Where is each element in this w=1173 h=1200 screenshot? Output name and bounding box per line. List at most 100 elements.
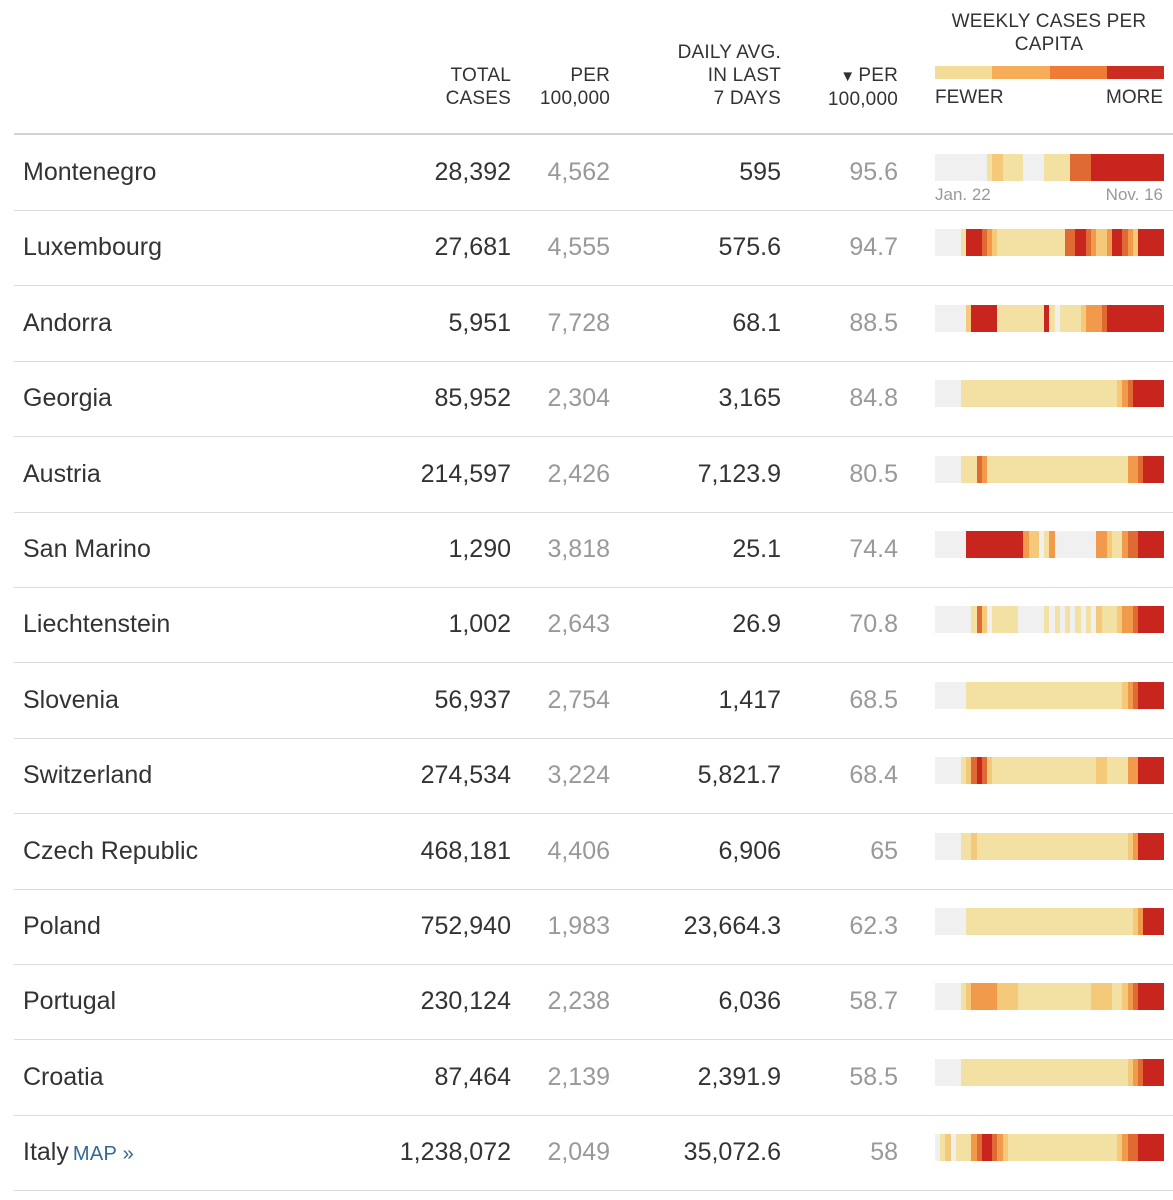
- week-bar: [955, 229, 962, 257]
- week-bar: [1059, 606, 1066, 634]
- week-bar: [1106, 229, 1112, 257]
- week-bar: [1080, 229, 1086, 257]
- header-divider: [14, 133, 1173, 135]
- header-per2-line2: 100,000: [827, 89, 898, 110]
- week-bar: [1065, 1134, 1071, 1162]
- daily-avg-value: 2,391.9: [697, 1062, 781, 1091]
- header-daily-line2: IN LAST: [707, 65, 781, 86]
- week-bar: [1101, 1058, 1107, 1086]
- week-bar: [1059, 681, 1066, 709]
- week-bar: [1070, 606, 1076, 634]
- week-bar: [1080, 531, 1086, 558]
- week-bar: [997, 983, 1003, 1011]
- week-bar: [966, 455, 972, 483]
- total-cases-value: 1,290: [448, 535, 511, 563]
- week-bar: [1117, 455, 1123, 483]
- weekly-cases-sparkline: [935, 908, 1164, 935]
- week-bar: [1148, 757, 1154, 785]
- week-bar: [1101, 154, 1107, 181]
- week-bar: [997, 908, 1003, 935]
- week-bar: [1143, 832, 1149, 860]
- week-bar: [1132, 606, 1138, 634]
- week-bar: [950, 606, 956, 634]
- week-bar: [1070, 983, 1076, 1011]
- daily-per-100k-value: 95.6: [849, 158, 898, 186]
- week-bar: [1080, 983, 1086, 1011]
- week-bar: [1039, 983, 1045, 1011]
- week-bar: [1059, 455, 1066, 483]
- week-bar: [1122, 1058, 1128, 1086]
- week-bar: [1028, 154, 1034, 181]
- week-bar: [997, 380, 1003, 408]
- week-bar: [950, 1058, 956, 1086]
- week-bar: [1096, 832, 1102, 860]
- week-bar: [1122, 908, 1128, 935]
- country-name: Slovenia: [23, 663, 119, 738]
- week-bar: [950, 832, 956, 860]
- per-100k-value: 2,238: [547, 987, 610, 1016]
- week-bar: [1044, 229, 1050, 257]
- week-bar: [966, 681, 972, 709]
- week-bar: [1033, 757, 1040, 785]
- legend-fewer-label: FEWER: [935, 87, 1004, 108]
- week-bar: [1091, 1134, 1097, 1162]
- weekly-cases-sparkline: [935, 1058, 1164, 1086]
- week-bar: [1085, 304, 1092, 332]
- total-cases-value: 214,597: [420, 459, 511, 488]
- week-bar: [1065, 154, 1071, 181]
- daily-avg-value: 1,417: [718, 685, 781, 714]
- daily-per-100k-value: 88.5: [849, 308, 898, 337]
- week-bar: [961, 1134, 967, 1162]
- week-bar: [1044, 380, 1050, 408]
- week-bar: [1101, 531, 1107, 558]
- week-bar: [1122, 681, 1128, 709]
- week-bar: [1106, 455, 1112, 483]
- country-name: Montenegro: [23, 135, 156, 210]
- week-bar: [940, 983, 946, 1011]
- week-bar: [940, 304, 946, 332]
- week-bar: [1137, 757, 1144, 785]
- week-bar: [961, 1058, 967, 1086]
- week-bar: [1065, 531, 1071, 558]
- week-bar: [1132, 455, 1138, 483]
- week-bar: [1096, 455, 1102, 483]
- week-bar: [1096, 681, 1102, 709]
- week-bar: [976, 908, 982, 935]
- week-bar: [971, 908, 977, 935]
- week-bar: [971, 681, 977, 709]
- week-bar: [1085, 229, 1092, 257]
- header-daily-line3: 7 DAYS: [713, 88, 781, 109]
- week-bar: [1039, 757, 1045, 785]
- week-bar: [971, 380, 977, 408]
- week-bar: [1075, 983, 1081, 1011]
- week-bar: [1049, 606, 1055, 634]
- per-100k-value: 2,643: [547, 610, 610, 639]
- week-bar: [1013, 606, 1019, 634]
- week-bar: [1127, 304, 1133, 332]
- week-bar: [1132, 1134, 1138, 1162]
- week-bar: [1085, 1058, 1092, 1086]
- week-bar: [940, 380, 946, 408]
- week-bar: [961, 832, 967, 860]
- week-bar: [1137, 229, 1144, 257]
- header-weekly-line1: WEEKLY CASES PER: [951, 11, 1147, 32]
- week-bar: [1148, 154, 1154, 181]
- header-daily-per-100k-sort[interactable]: ▼ PER 100,000: [828, 64, 898, 111]
- week-bar: [1158, 606, 1164, 634]
- week-bar: [950, 455, 956, 483]
- week-bar: [1148, 983, 1154, 1011]
- week-bar: [940, 757, 946, 785]
- week-bar: [981, 757, 988, 785]
- week-bar: [1075, 455, 1081, 483]
- map-link[interactable]: MAP »: [72, 1143, 135, 1166]
- week-bar: [940, 908, 946, 935]
- weekly-cases-sparkline: [935, 229, 1164, 257]
- week-bar: [981, 380, 988, 408]
- week-bar: [1096, 380, 1102, 408]
- table-row: San Marino 1,290 3,818 25.1 74.4: [14, 512, 1173, 588]
- week-bar: [1117, 681, 1123, 709]
- week-bar: [1007, 983, 1014, 1011]
- week-bar: [1018, 606, 1024, 634]
- week-bar: [1023, 455, 1029, 483]
- week-bar: [976, 154, 982, 181]
